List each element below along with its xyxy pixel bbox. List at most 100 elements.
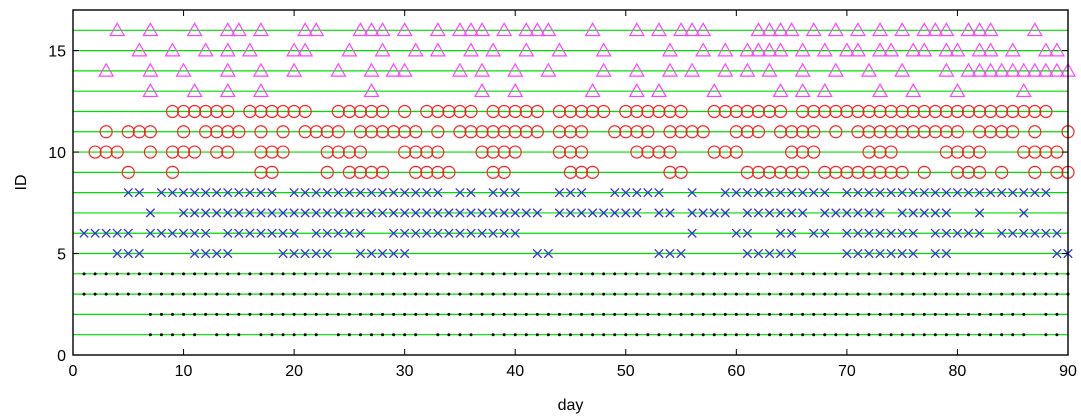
point-id16-day55	[673, 22, 690, 37]
point-id15-day33	[429, 42, 446, 57]
point-id1-day28	[381, 333, 385, 337]
point-id12-day17	[254, 104, 268, 119]
point-id8-day36	[466, 187, 476, 198]
point-id2-day53	[657, 312, 661, 316]
point-id4-day3	[104, 272, 108, 276]
y-tick-label-5: 5	[57, 247, 66, 264]
point-id2-day68	[823, 312, 827, 316]
point-id10-day53	[652, 145, 666, 159]
point-id3-day71	[856, 292, 860, 296]
point-id15-day12	[197, 42, 214, 57]
point-id5-day89	[1052, 248, 1062, 259]
point-id1-day84	[1000, 333, 1004, 337]
point-id14-day14	[219, 62, 236, 77]
point-id4-day13	[215, 272, 219, 276]
point-id3-day43	[546, 292, 550, 296]
point-id8-day9	[167, 187, 178, 198]
point-id2-day70	[845, 312, 849, 316]
point-id4-day38	[491, 272, 495, 276]
point-id9-day77	[917, 165, 931, 179]
point-id11-day71	[851, 125, 865, 139]
x-tick-label-70: 70	[838, 363, 856, 380]
point-id10-day79	[939, 145, 953, 159]
point-id6-day79	[941, 228, 952, 238]
point-id8-day10	[178, 187, 189, 198]
point-id8-day70	[842, 187, 852, 198]
point-id14-day72	[860, 62, 878, 77]
point-id5-day4	[112, 248, 122, 259]
point-id5-day71	[853, 248, 863, 259]
point-id11-day21	[298, 125, 312, 139]
point-id15-day31	[407, 42, 424, 57]
point-id8-day77	[919, 187, 929, 198]
point-id3-day40	[513, 292, 517, 296]
point-id7-day48	[599, 208, 609, 218]
point-id11-day7	[143, 125, 157, 139]
point-id16-day36	[462, 22, 480, 37]
point-id11-day37	[475, 125, 489, 139]
point-id5-day54	[665, 248, 675, 259]
y-axis-ticks: 0 5 10 15	[48, 44, 1068, 365]
point-id12-day36	[464, 104, 478, 119]
point-id15-day9	[164, 42, 181, 57]
point-id16-day41	[518, 22, 535, 37]
point-id4-day30	[403, 272, 407, 276]
point-id10-day3	[99, 145, 113, 159]
point-id3-day77	[922, 292, 926, 296]
point-id8-day13	[212, 187, 222, 198]
point-id12-day14	[221, 104, 235, 119]
point-id11-day82	[972, 125, 987, 139]
point-id4-day9	[171, 272, 174, 276]
point-id6-day10	[178, 228, 189, 238]
point-id16-day81	[960, 22, 977, 37]
point-id6-day74	[886, 228, 896, 238]
point-id4-day88	[1044, 272, 1048, 276]
point-id3-day32	[425, 292, 429, 296]
point-id11-day36	[464, 125, 478, 139]
point-id4-day68	[823, 272, 827, 276]
point-id7-day12	[201, 208, 211, 218]
point-id1-day11	[193, 333, 197, 337]
point-id16-day78	[927, 22, 944, 37]
point-id10-day80	[950, 145, 965, 159]
point-id7-day65	[786, 208, 797, 218]
point-id14-day20	[286, 62, 303, 77]
point-id4-day5	[126, 272, 130, 276]
point-id9-day81	[961, 165, 976, 179]
point-id3-day76	[911, 292, 915, 296]
point-id1-day20	[292, 333, 296, 337]
point-id15-day70	[838, 42, 855, 57]
point-id4-day36	[469, 272, 473, 276]
point-id14-day75	[894, 62, 911, 77]
point-id4-day67	[812, 272, 816, 276]
point-id15-day21	[297, 42, 314, 57]
point-id6-day70	[842, 228, 852, 238]
point-id2-day86	[1022, 312, 1026, 316]
point-id8-day18	[267, 187, 277, 198]
point-id4-day34	[447, 272, 451, 276]
point-id6-day71	[853, 228, 863, 238]
point-id12-day39	[497, 104, 511, 119]
point-id12-day45	[563, 104, 578, 119]
point-id8-day35	[455, 187, 465, 198]
point-id11-day75	[895, 125, 909, 139]
point-id12-day21	[298, 104, 312, 119]
point-id5-day23	[322, 248, 332, 259]
point-id12-day50	[619, 104, 633, 119]
point-id1-day89	[1055, 333, 1059, 337]
point-id3-day52	[646, 292, 650, 296]
point-id12-day10	[176, 104, 191, 119]
point-id1-day7	[148, 333, 152, 337]
point-id11-day73	[873, 125, 887, 139]
point-id9-day84	[995, 165, 1009, 179]
point-id3-day75	[900, 292, 904, 296]
point-id7-day45	[565, 208, 576, 218]
point-id12-day88	[1039, 104, 1053, 119]
point-id5-day61	[742, 248, 753, 259]
point-id12-day64	[773, 104, 788, 119]
point-id2-day32	[425, 312, 429, 316]
point-id2-day15	[237, 312, 241, 316]
point-id10-day67	[807, 145, 821, 159]
point-id11-day31	[409, 125, 423, 139]
